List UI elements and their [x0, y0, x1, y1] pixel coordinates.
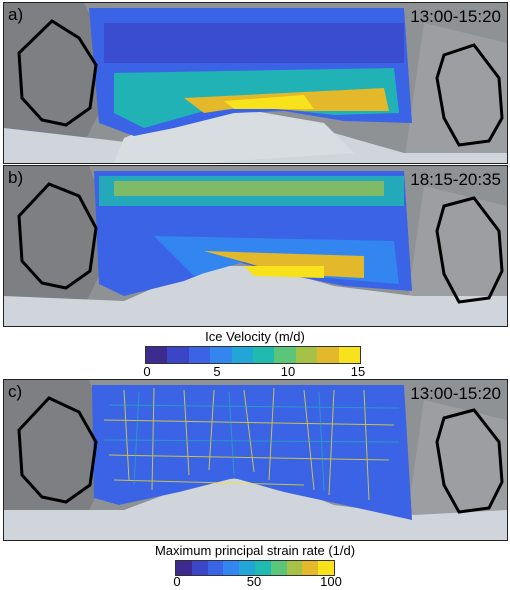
panel-b: b) 18:15-20:35	[3, 165, 508, 327]
strain-tick-50: 50	[246, 574, 262, 589]
strain-colorbar	[175, 560, 335, 576]
colorbar-segment	[254, 561, 271, 575]
colorbar-segment	[317, 347, 339, 363]
colorbar-segment	[146, 347, 168, 363]
panel-a-label: a)	[8, 5, 24, 24]
colorbar-segment	[191, 561, 208, 575]
panel-c: c) 13:00-15:20	[3, 379, 508, 541]
colorbar-segment	[210, 347, 232, 363]
panel-a-time: 13:00-15:20	[410, 7, 501, 26]
colorbar-segment	[207, 561, 224, 575]
panel-b-time: 18:15-20:35	[410, 170, 501, 189]
strain-tick-0: 0	[173, 574, 181, 589]
velocity-tick-0: 0	[143, 364, 151, 379]
panel-c-map	[4, 380, 507, 540]
colorbar-segment	[253, 347, 275, 363]
colorbar-segment	[270, 561, 287, 575]
velocity-tick-10: 10	[280, 364, 296, 379]
velocity-tick-5: 5	[213, 364, 221, 379]
colorbar-segment	[286, 561, 303, 575]
colorbar-segment	[302, 561, 319, 575]
velocity-colorbar	[145, 346, 361, 364]
panel-a-map	[4, 3, 507, 163]
colorbar-segment	[176, 561, 192, 575]
velocity-colorbar-title: Ice Velocity (m/d)	[205, 329, 305, 344]
strain-colorbar-title: Maximum principal strain rate (1/d)	[154, 543, 356, 558]
panel-c-label: c)	[8, 382, 23, 401]
colorbar-segment	[338, 347, 361, 363]
colorbar-segment	[274, 347, 296, 363]
colorbar-segment	[167, 347, 189, 363]
panel-b-label: b)	[8, 168, 24, 187]
colorbar-segment	[231, 347, 254, 363]
panel-a: a) 13:00-15:20	[3, 2, 508, 164]
colorbar-segment	[318, 561, 334, 575]
panel-b-map	[4, 166, 507, 326]
strain-tick-100: 100	[320, 574, 342, 589]
panel-c-time: 13:00-15:20	[410, 384, 501, 403]
colorbar-segment	[223, 561, 240, 575]
colorbar-segment	[295, 347, 318, 363]
colorbar-segment	[239, 561, 255, 575]
colorbar-segment	[188, 347, 211, 363]
velocity-tick-15: 15	[350, 364, 366, 379]
